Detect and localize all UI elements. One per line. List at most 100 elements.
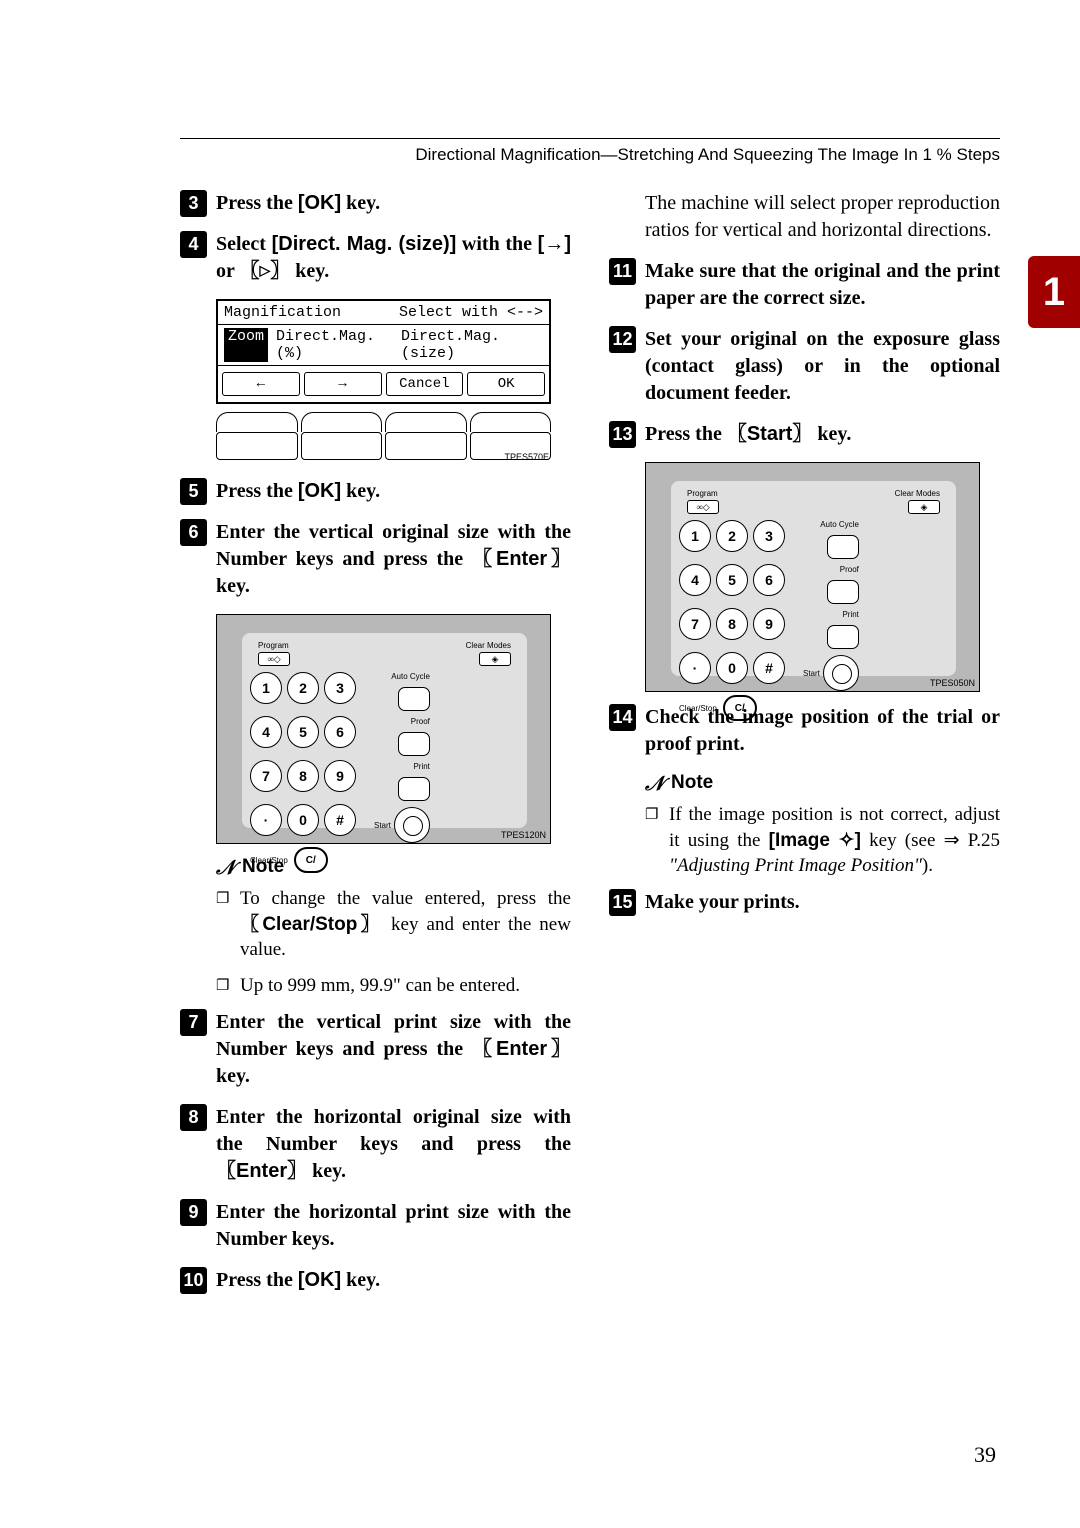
- step-6-text: Enter the vertical original size with th…: [216, 519, 571, 600]
- txt: key.: [341, 1269, 380, 1291]
- kp-autocycle-label: Auto Cycle: [820, 520, 859, 529]
- txt: key.: [812, 423, 851, 445]
- soft-keys-diagram: TPES570E: [216, 412, 551, 460]
- key-5: 5: [716, 564, 748, 596]
- txt: key.: [216, 575, 250, 597]
- bracket-l: 〖: [216, 1160, 236, 1182]
- key-3: 3: [324, 672, 356, 704]
- key-2: 2: [287, 672, 319, 704]
- key-4: 4: [679, 564, 711, 596]
- txt: key.: [341, 192, 380, 214]
- proof-btn: [398, 732, 430, 756]
- key-8: 8: [716, 608, 748, 640]
- keypad-diagram-left: Program Clear Modes ∞◇ ◈ 1 2 3 4 5 6 7: [216, 614, 551, 844]
- image-key: [Image ✧]: [769, 830, 861, 851]
- right-arrow-key: [→]: [538, 233, 571, 255]
- step-13-text: Press the 〖Start〗 key.: [645, 421, 1000, 448]
- number-grid: 1 2 3 4 5 6 7 8 9 · 0 #: [679, 520, 785, 691]
- note-label: Note: [671, 772, 713, 794]
- note-item-right-1: If the image position is not correct, ad…: [645, 802, 1000, 879]
- kp-start-label: Start: [803, 669, 820, 678]
- key-7: 7: [250, 760, 282, 792]
- bracket-r: 〗: [547, 1038, 571, 1060]
- step-4: 4 Select [Direct. Mag. (size)] with the …: [180, 231, 571, 285]
- note-item-1: To change the value entered, press the 〖…: [216, 886, 571, 963]
- step-5-text: Press the [OK] key.: [216, 478, 571, 505]
- lcd-dm-pct: Direct.Mag.(%): [276, 328, 393, 362]
- page-header: Directional Magnification—Stretching And…: [415, 145, 1000, 165]
- key-0: 0: [716, 652, 748, 684]
- step-9: 9 Enter the horizontal print size with t…: [180, 1199, 571, 1253]
- key-1: 1: [679, 520, 711, 552]
- step-15: 15 Make your prints.: [609, 889, 1000, 916]
- intro-text: The machine will select proper reproduct…: [645, 190, 1000, 244]
- clearstop-btn: C/: [294, 847, 328, 873]
- key-4: 4: [250, 716, 282, 748]
- soft-key: [216, 412, 298, 432]
- txt: or: [216, 260, 240, 282]
- key-1: 1: [250, 672, 282, 704]
- txt: with the: [456, 233, 537, 255]
- bracket-l: 〖: [472, 548, 496, 570]
- step-number-11: 11: [609, 258, 636, 285]
- lcd-dm-size: Direct.Mag.(size): [401, 328, 543, 362]
- key-6: 6: [324, 716, 356, 748]
- key-hash: #: [324, 804, 356, 836]
- txt: To change the value entered, press the: [240, 888, 571, 909]
- soft-key: [385, 412, 467, 432]
- soft-key: [301, 432, 383, 460]
- bracket-l: 〖: [240, 914, 262, 935]
- key-0: 0: [287, 804, 319, 836]
- note-icon: 𝒩: [216, 857, 236, 877]
- key-9: 9: [753, 608, 785, 640]
- bracket-r: 〗: [287, 1160, 307, 1182]
- step-3-text: Press the [OK] key.: [216, 190, 571, 217]
- step-number-14: 14: [609, 704, 636, 731]
- enter-key: Enter: [236, 1160, 287, 1182]
- step-number-3: 3: [180, 190, 207, 217]
- key-5: 5: [287, 716, 319, 748]
- bracket-l: 〖: [472, 1038, 496, 1060]
- print-btn: [398, 777, 430, 801]
- kp-print-label: Print: [842, 610, 858, 619]
- key-3: 3: [753, 520, 785, 552]
- step-9-text: Enter the horizontal print size with the…: [216, 1199, 571, 1253]
- step-13: 13 Press the 〖Start〗 key.: [609, 421, 1000, 448]
- bracket-r: 〗: [357, 914, 383, 935]
- txt: key.: [341, 480, 380, 502]
- key-2: 2: [716, 520, 748, 552]
- lcd-screenshot: Magnification Select with <--> Zoom Dire…: [216, 299, 551, 404]
- keypad-diagram-right: Program Clear Modes ∞◇ ◈ 1 2 3 4 5 6 7: [645, 462, 980, 692]
- step-8: 8 Enter the horizontal original size wit…: [180, 1104, 571, 1185]
- step-number-6: 6: [180, 519, 207, 546]
- step-7: 7 Enter the vertical print size with the…: [180, 1009, 571, 1090]
- soft-key: [470, 412, 552, 432]
- lcd-btn-ok: OK: [467, 372, 545, 396]
- note-icon: 𝒩: [645, 773, 665, 793]
- step-14-text: Check the image position of the trial or…: [645, 704, 1000, 758]
- program-icon: ∞◇: [258, 652, 290, 666]
- txt: key.: [216, 1065, 250, 1087]
- txt: Select: [216, 233, 272, 255]
- ref-title: "Adjusting Print Image Position": [669, 855, 922, 876]
- right-column: The machine will select proper reproduct…: [609, 190, 1000, 1308]
- header-rule: [180, 138, 1000, 139]
- chapter-tab: 1: [1028, 256, 1080, 328]
- bracket-r: 〗: [792, 423, 812, 445]
- autocycle-btn: [827, 535, 859, 559]
- step-3: 3 Press the [OK] key.: [180, 190, 571, 217]
- lcd-btn-cancel: Cancel: [386, 372, 464, 396]
- step-number-10: 10: [180, 1267, 207, 1294]
- kp-autocycle-label: Auto Cycle: [391, 672, 430, 681]
- step-number-15: 15: [609, 889, 636, 916]
- left-column: 3 Press the [OK] key. 4 Select [Direct. …: [180, 190, 571, 1308]
- direct-mag-key: [Direct. Mag. (size)]: [272, 233, 457, 255]
- note-heading-right: 𝒩 Note: [645, 772, 1000, 794]
- step-number-9: 9: [180, 1199, 207, 1226]
- txt: ).: [922, 855, 933, 876]
- keypad-code-left: TPES120N: [501, 830, 546, 840]
- step-number-8: 8: [180, 1104, 207, 1131]
- lcd-btn-right: →: [304, 372, 382, 396]
- step-number-7: 7: [180, 1009, 207, 1036]
- txt: key (see ⇒ P.25: [861, 830, 1000, 851]
